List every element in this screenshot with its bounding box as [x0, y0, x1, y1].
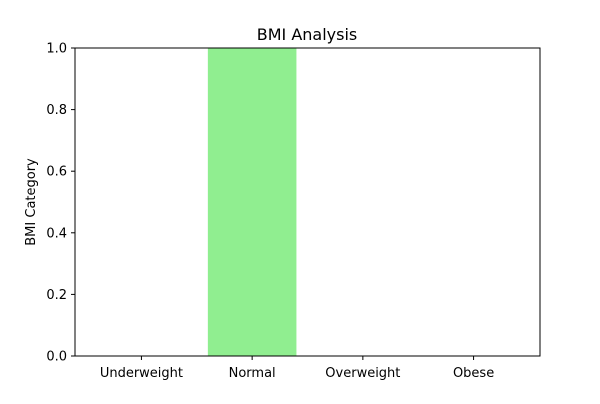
bars-layer: [207, 48, 297, 356]
y-tick-label: 0.4: [46, 226, 67, 241]
x-tick-label: Underweight: [100, 366, 183, 381]
plot-frame: [74, 47, 541, 357]
bar-normal: [207, 48, 297, 356]
x-tick-label: Normal: [229, 366, 276, 381]
y-axis-label: BMI Category: [24, 158, 39, 246]
x-tick-label: Obese: [453, 366, 494, 381]
y-tick-label: 0.2: [46, 288, 67, 303]
ticks-layer: Underweight Normal Overweight Obese 0.0 0.2 0.…: [46, 42, 494, 382]
y-tick-label: 0.0: [46, 350, 67, 365]
x-tick-label: Overweight: [325, 366, 400, 381]
y-tick-label: 0.8: [46, 103, 67, 118]
y-tick-label: 0.6: [46, 165, 67, 180]
chart-title: BMI Analysis: [257, 25, 358, 44]
y-tick-label: 1.0: [46, 42, 67, 57]
